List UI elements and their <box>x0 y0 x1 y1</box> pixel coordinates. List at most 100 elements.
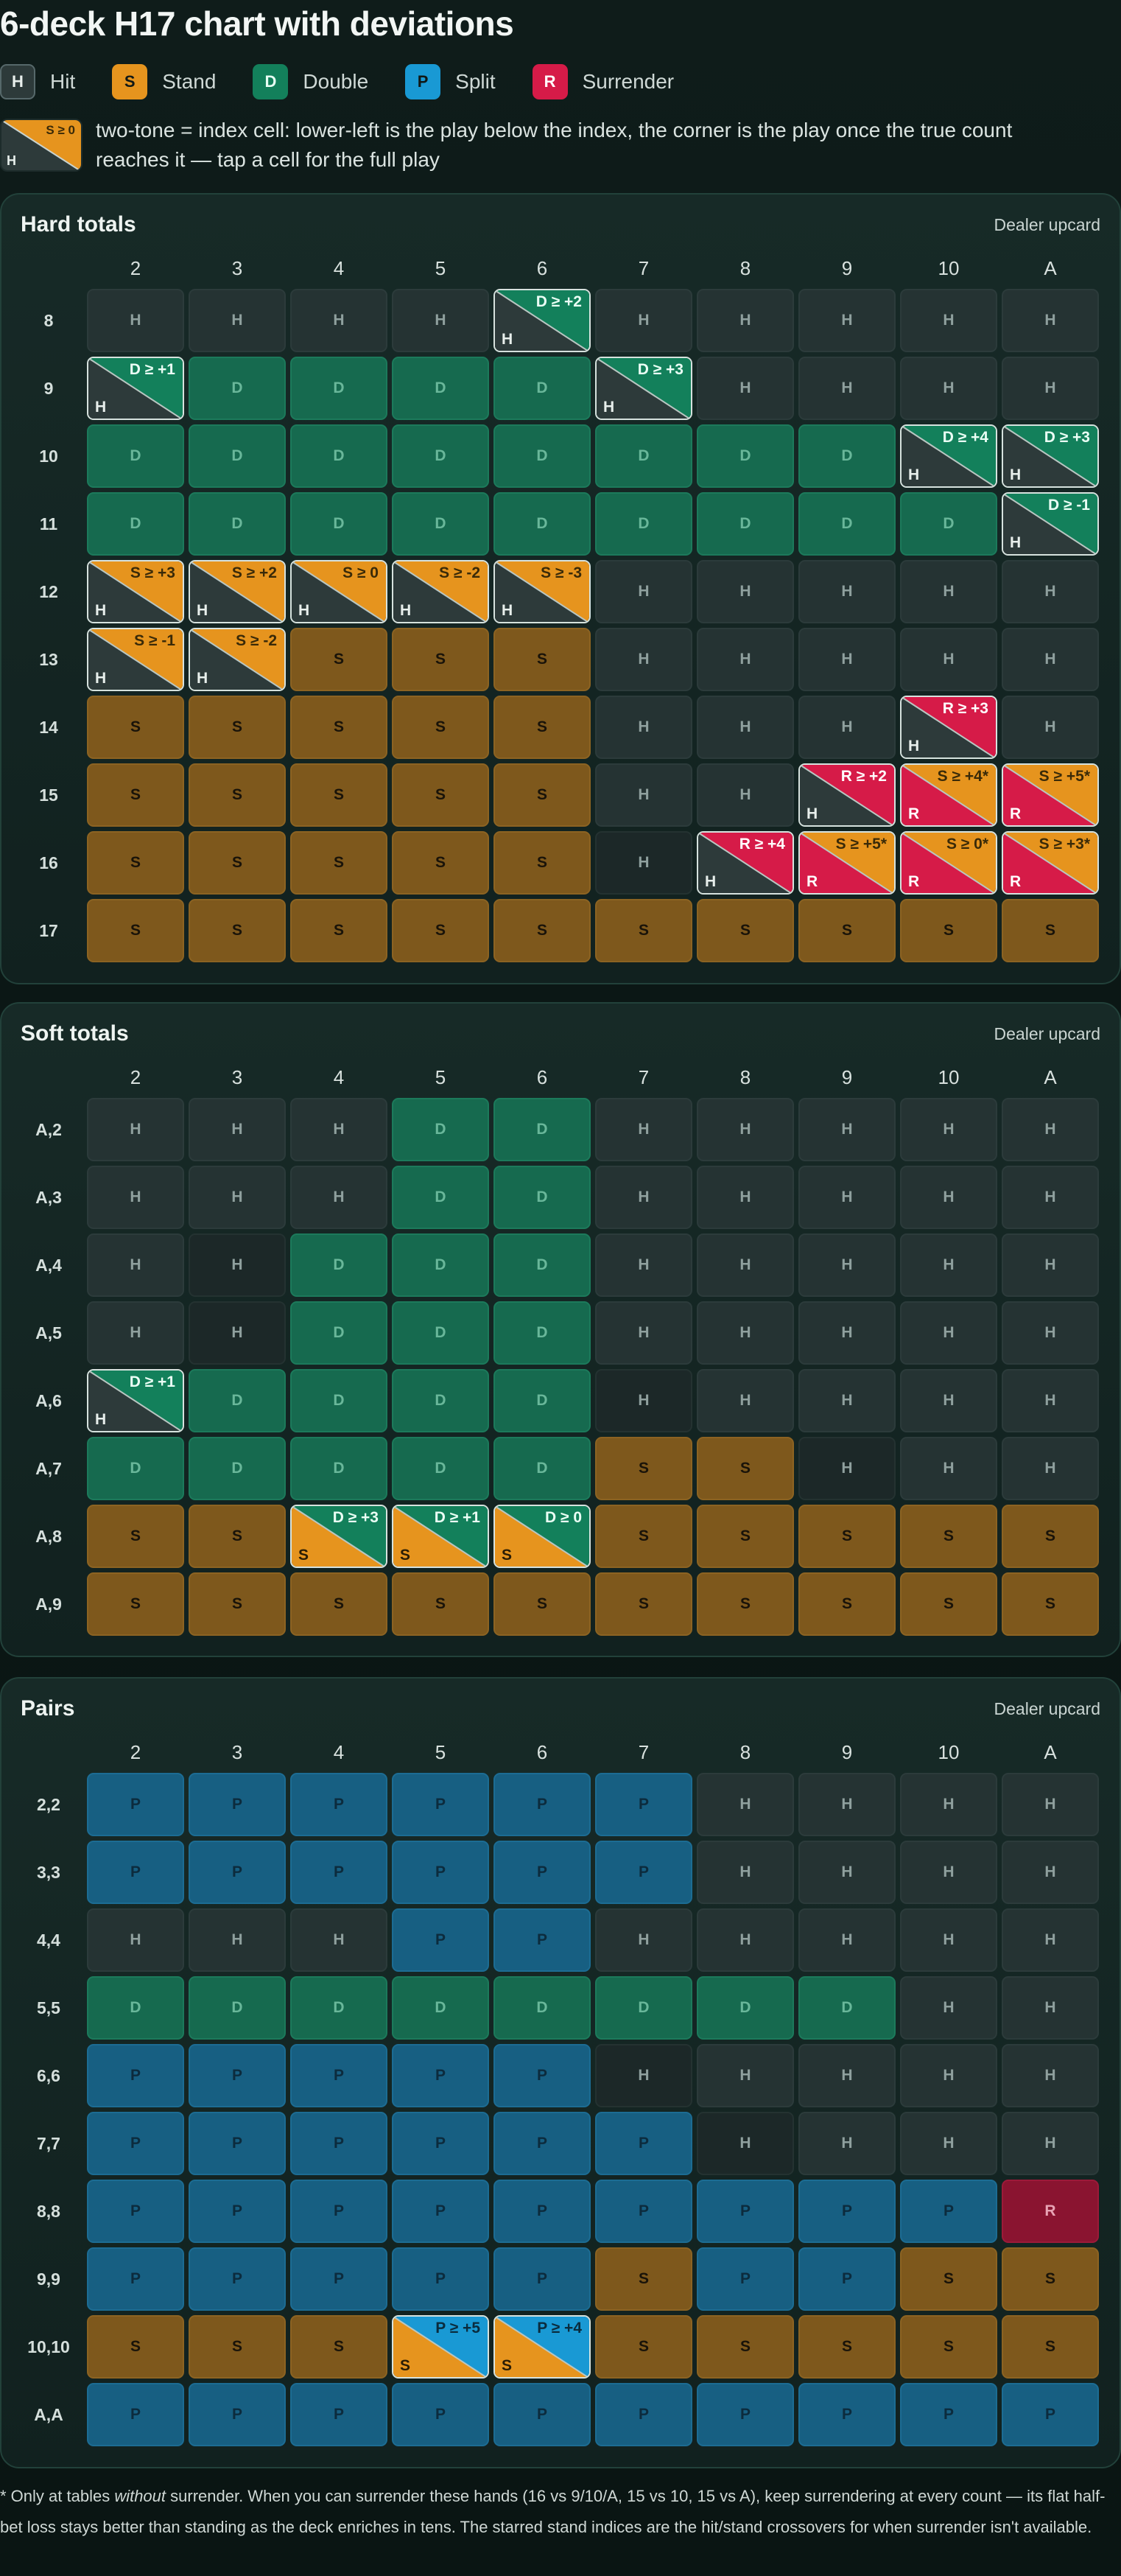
strategy-cell[interactable]: D <box>493 1976 591 2040</box>
strategy-cell[interactable]: S <box>290 763 387 827</box>
strategy-cell[interactable]: S <box>798 1505 896 1568</box>
strategy-cell[interactable]: S <box>87 2315 184 2379</box>
strategy-cell[interactable]: D <box>189 424 286 488</box>
strategy-cell[interactable]: S <box>493 831 591 895</box>
strategy-cell[interactable]: H <box>1002 1233 1099 1297</box>
strategy-cell[interactable]: H <box>798 289 896 352</box>
strategy-cell[interactable]: S <box>697 2315 794 2379</box>
strategy-cell[interactable]: H <box>697 1841 794 1904</box>
strategy-cell[interactable]: S <box>189 899 286 962</box>
strategy-cell[interactable]: H <box>697 2112 794 2175</box>
strategy-cell[interactable]: H <box>595 1166 692 1229</box>
strategy-cell[interactable]: P <box>900 2180 997 2243</box>
strategy-cell[interactable]: H <box>798 1437 896 1500</box>
strategy-cell[interactable]: D <box>189 357 286 420</box>
strategy-cell[interactable]: H <box>697 289 794 352</box>
strategy-cell[interactable]: P <box>697 2383 794 2446</box>
strategy-cell[interactable]: H <box>697 560 794 623</box>
strategy-cell[interactable]: H <box>900 1369 997 1432</box>
strategy-cell[interactable]: P <box>595 2112 692 2175</box>
strategy-cell[interactable]: P <box>493 1908 591 1972</box>
strategy-cell[interactable]: H <box>697 357 794 420</box>
strategy-cell[interactable]: H <box>87 1098 184 1161</box>
index-cell[interactable]: S ≥ 0 H <box>290 560 387 623</box>
strategy-cell[interactable]: P <box>595 1773 692 1836</box>
strategy-cell[interactable]: P <box>493 1841 591 1904</box>
strategy-cell[interactable]: H <box>595 696 692 759</box>
strategy-cell[interactable]: H <box>595 831 692 895</box>
strategy-cell[interactable]: S <box>87 696 184 759</box>
strategy-cell[interactable]: S <box>798 1572 896 1636</box>
strategy-cell[interactable]: D <box>798 424 896 488</box>
strategy-cell[interactable]: H <box>595 1908 692 1972</box>
strategy-cell[interactable]: S <box>87 1505 184 1568</box>
index-cell[interactable]: D ≥ -1 H <box>1002 492 1099 556</box>
strategy-cell[interactable]: D <box>493 1098 591 1161</box>
strategy-cell[interactable]: S <box>189 1505 286 1568</box>
strategy-cell[interactable]: H <box>595 1301 692 1365</box>
strategy-cell[interactable]: D <box>392 1166 489 1229</box>
strategy-cell[interactable]: S <box>595 2247 692 2311</box>
strategy-cell[interactable]: S <box>798 2315 896 2379</box>
strategy-cell[interactable]: D <box>493 1233 591 1297</box>
strategy-cell[interactable]: H <box>798 628 896 691</box>
strategy-cell[interactable]: H <box>1002 1369 1099 1432</box>
strategy-cell[interactable]: S <box>189 1572 286 1636</box>
strategy-cell[interactable]: D <box>87 424 184 488</box>
strategy-cell[interactable]: D <box>392 1098 489 1161</box>
strategy-cell[interactable]: H <box>189 1301 286 1365</box>
strategy-cell[interactable]: H <box>798 1908 896 1972</box>
strategy-cell[interactable]: H <box>595 628 692 691</box>
strategy-cell[interactable]: H <box>900 1098 997 1161</box>
strategy-cell[interactable]: H <box>290 1908 387 1972</box>
strategy-cell[interactable]: H <box>900 1233 997 1297</box>
strategy-cell[interactable]: H <box>900 1437 997 1500</box>
strategy-cell[interactable]: P <box>595 2180 692 2243</box>
strategy-cell[interactable]: H <box>697 696 794 759</box>
strategy-cell[interactable]: H <box>87 1908 184 1972</box>
strategy-cell[interactable]: H <box>900 1166 997 1229</box>
strategy-cell[interactable]: S <box>595 1572 692 1636</box>
strategy-cell[interactable]: H <box>1002 1908 1099 1972</box>
strategy-cell[interactable]: P <box>493 2180 591 2243</box>
strategy-cell[interactable]: S <box>290 1572 387 1636</box>
index-cell[interactable]: D ≥ +3 H <box>595 357 692 420</box>
strategy-cell[interactable]: H <box>595 1369 692 1432</box>
strategy-cell[interactable]: D <box>595 424 692 488</box>
strategy-cell[interactable]: D <box>697 1976 794 2040</box>
strategy-cell[interactable]: S <box>697 899 794 962</box>
strategy-cell[interactable]: H <box>900 1976 997 2040</box>
strategy-cell[interactable]: D <box>697 424 794 488</box>
index-cell[interactable]: S ≥ +5* R <box>798 831 896 895</box>
strategy-cell[interactable]: D <box>798 1976 896 2040</box>
index-cell[interactable]: D ≥ 0 S <box>493 1505 591 1568</box>
strategy-cell[interactable]: D <box>392 357 489 420</box>
strategy-cell[interactable]: S <box>697 1572 794 1636</box>
strategy-cell[interactable]: S <box>493 696 591 759</box>
strategy-cell[interactable]: P <box>697 2180 794 2243</box>
strategy-cell[interactable]: P <box>493 2247 591 2311</box>
strategy-cell[interactable]: P <box>900 2383 997 2446</box>
strategy-cell[interactable]: S <box>493 1572 591 1636</box>
strategy-cell[interactable]: D <box>290 1437 387 1500</box>
strategy-cell[interactable]: H <box>1002 1773 1099 1836</box>
strategy-cell[interactable]: S <box>900 2247 997 2311</box>
strategy-cell[interactable]: D <box>290 1369 387 1432</box>
strategy-cell[interactable]: P <box>1002 2383 1099 2446</box>
strategy-cell[interactable]: P <box>87 2112 184 2175</box>
strategy-cell[interactable]: P <box>493 2383 591 2446</box>
index-cell[interactable]: R ≥ +2 H <box>798 763 896 827</box>
strategy-cell[interactable]: R <box>1002 2180 1099 2243</box>
strategy-cell[interactable]: P <box>392 2180 489 2243</box>
strategy-cell[interactable]: P <box>189 2112 286 2175</box>
strategy-cell[interactable]: S <box>87 1572 184 1636</box>
strategy-cell[interactable]: S <box>87 763 184 827</box>
strategy-cell[interactable]: P <box>189 2044 286 2107</box>
index-cell[interactable]: D ≥ +4 H <box>900 424 997 488</box>
strategy-cell[interactable]: S <box>493 763 591 827</box>
strategy-cell[interactable]: H <box>798 2112 896 2175</box>
strategy-cell[interactable]: S <box>1002 899 1099 962</box>
index-cell[interactable]: S ≥ -2 H <box>392 560 489 623</box>
strategy-cell[interactable]: P <box>493 2044 591 2107</box>
strategy-cell[interactable]: P <box>189 2247 286 2311</box>
